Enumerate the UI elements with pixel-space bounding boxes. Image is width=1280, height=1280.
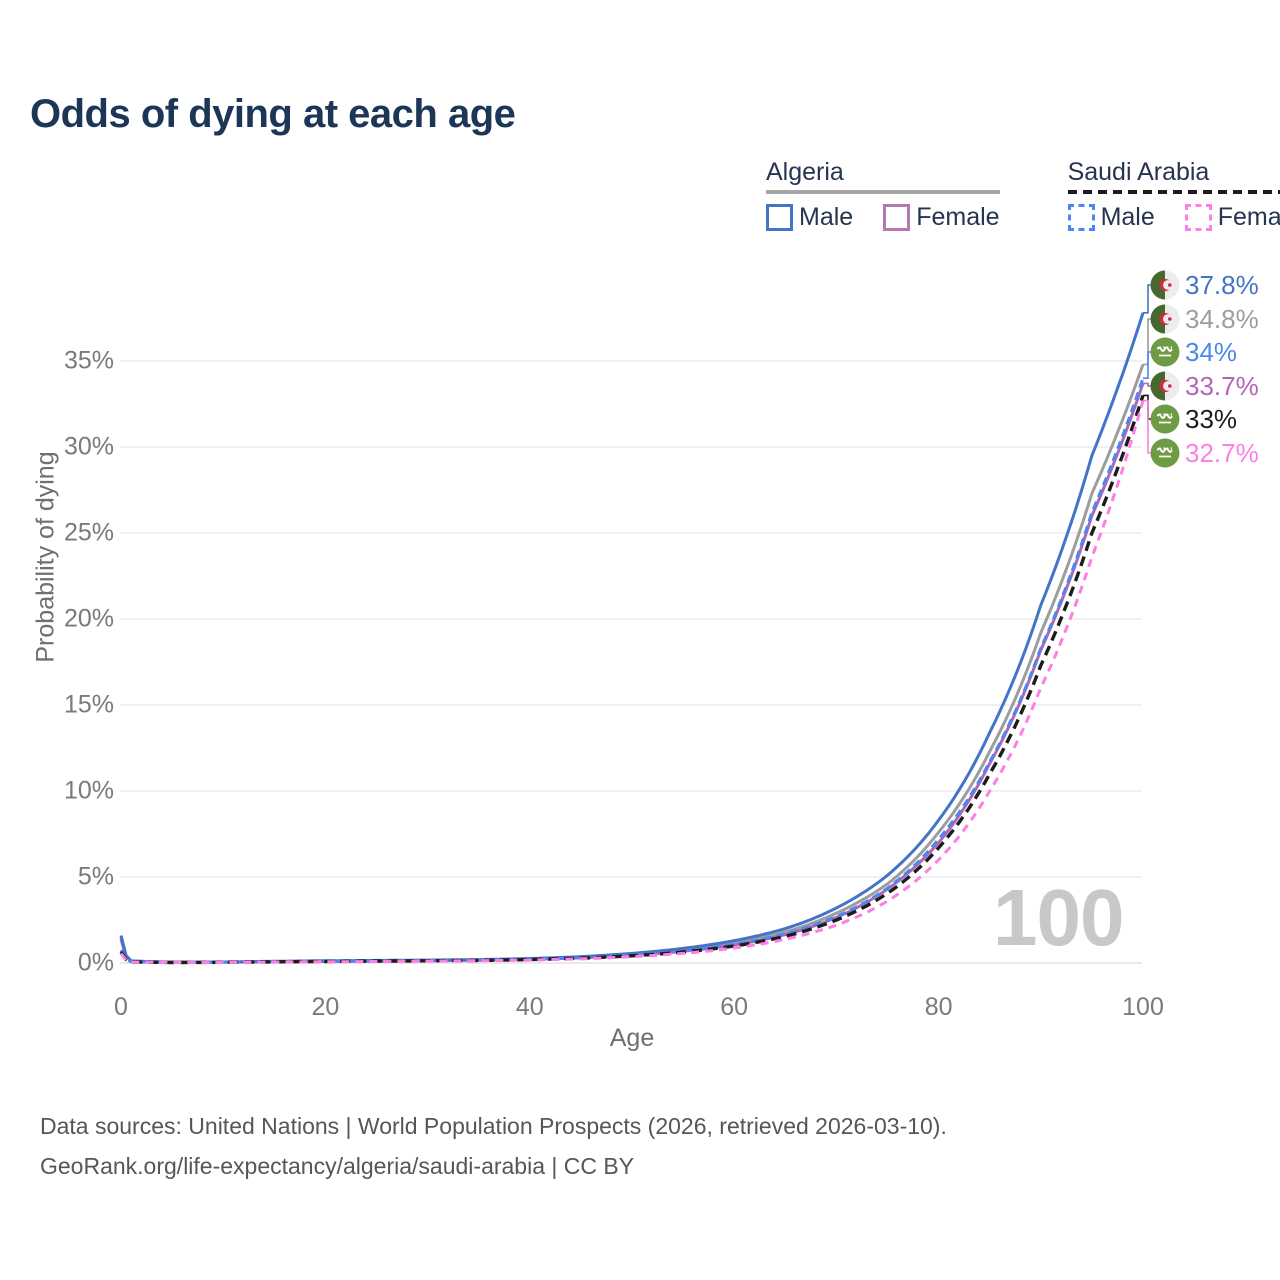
end-label-connector (1143, 382, 1152, 387)
legend-group-saudi-arabia: Saudi Arabia Male Female (1067, 158, 1280, 232)
y-tick-label: 5% (77, 862, 114, 891)
footer-url-line: GeoRank.org/life-expectancy/algeria/saud… (40, 1153, 635, 1179)
algeria-female-swatch-icon (883, 204, 911, 231)
page-title: Odds of dying at each age (30, 92, 516, 136)
curve-algeria-both (119, 363, 1145, 964)
legend-item-label: Female (1217, 203, 1280, 231)
legend-item-saudi-male[interactable]: Male (1067, 203, 1155, 232)
legend-item-algeria-female[interactable]: Female (883, 203, 1000, 232)
saudi-male-swatch-icon (1067, 204, 1095, 231)
y-tick-label: 15% (63, 690, 114, 719)
y-tick-label: 30% (63, 432, 114, 461)
legend-item-label: Male (799, 203, 854, 231)
end-label-saudi-male: 34% (1150, 335, 1237, 369)
x-tick-label: 20 (311, 993, 340, 1021)
y-axis-title: Probability of dying (31, 451, 60, 663)
legend-item-saudi-female[interactable]: Female (1184, 203, 1280, 232)
end-label-value: 32.7% (1185, 437, 1259, 468)
x-tick-label: 40 (515, 993, 544, 1021)
footer: Data sources: United Nations | World Pop… (40, 1106, 947, 1186)
legend-country-saudi-arabia[interactable]: Saudi Arabia (1067, 158, 1280, 194)
curve-saudi-both (119, 394, 1145, 965)
legend-item-algeria-male[interactable]: Male (766, 203, 853, 232)
curve-saudi-male (119, 377, 1145, 964)
x-tick-label: 100 (1122, 993, 1164, 1021)
end-label-value: 34% (1185, 336, 1238, 367)
x-axis-title: Age (609, 1024, 655, 1052)
end-label-value: 33% (1185, 403, 1238, 434)
saudi-arabia-flag-icon (1150, 337, 1180, 367)
algeria-flag-icon (1150, 270, 1180, 300)
legend-item-label: Male (1100, 203, 1155, 231)
y-tick-label: 0% (77, 948, 114, 977)
legend-item-label: Female (916, 203, 1000, 231)
end-label-algeria-male: 37.8% (1150, 268, 1259, 302)
curve-algeria-female (119, 382, 1145, 964)
end-label-saudi-female: 32.7% (1150, 436, 1259, 470)
algeria-flag-icon (1150, 371, 1180, 401)
algeria-male-swatch-icon (766, 204, 793, 231)
x-tick-label: 60 (720, 993, 749, 1021)
end-label-saudi-both: 33% (1150, 402, 1237, 436)
legend-group-algeria: Algeria Male Female (766, 158, 1000, 232)
curve-algeria-male (119, 312, 1145, 964)
footer-source-line: Data sources: United Nations | World Pop… (40, 1113, 947, 1139)
y-tick-label: 25% (63, 518, 114, 547)
y-tick-label: 20% (63, 604, 114, 633)
legend: Algeria Male Female Saudi Arabia (766, 158, 1280, 232)
saudi-arabia-total-line-swatch (1067, 190, 1280, 194)
x-tick-label: 0 (114, 993, 128, 1021)
end-label-value: 34.8% (1185, 303, 1259, 334)
saudi-arabia-flag-icon (1150, 404, 1180, 434)
legend-country-label: Algeria (766, 158, 844, 186)
legend-country-label: Saudi Arabia (1067, 158, 1210, 186)
x-tick-label: 80 (924, 993, 953, 1021)
curve-saudi-female (119, 400, 1145, 964)
end-label-connector (1143, 399, 1152, 454)
end-label-connector (1143, 351, 1152, 379)
age-counter-watermark: 100 (993, 873, 1124, 962)
end-label-connector (1143, 318, 1152, 366)
end-label-algeria-both: 34.8% (1150, 302, 1259, 336)
algeria-total-line-swatch (766, 190, 1000, 194)
end-label-value: 33.7% (1185, 370, 1259, 401)
y-tick-label: 35% (63, 346, 114, 375)
legend-country-algeria[interactable]: Algeria (766, 158, 1000, 194)
algeria-flag-icon (1150, 304, 1180, 334)
y-tick-label: 10% (63, 776, 114, 805)
end-label-connector (1143, 284, 1152, 314)
end-label-value: 37.8% (1185, 269, 1259, 300)
saudi-female-swatch-icon (1184, 204, 1212, 231)
end-label-algeria-female: 33.7% (1150, 369, 1259, 403)
saudi-arabia-flag-icon (1150, 438, 1180, 468)
